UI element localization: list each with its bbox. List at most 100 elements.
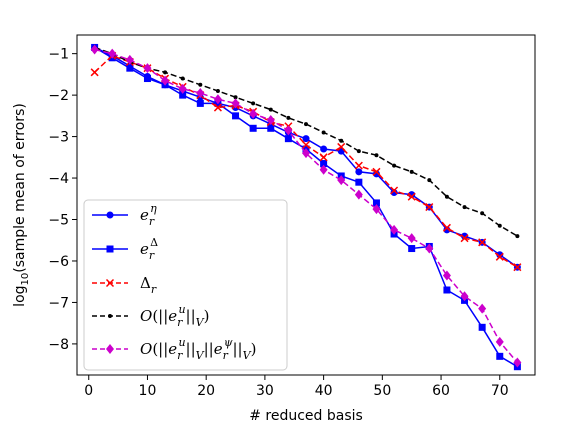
y-tick-label: −8 <box>48 337 69 353</box>
data-point-square <box>372 199 380 207</box>
data-point-x <box>442 223 451 232</box>
data-point-square <box>496 352 504 360</box>
series-3 <box>92 45 520 239</box>
x-tick-label: 50 <box>373 383 391 399</box>
y-tick-label: −1 <box>48 47 69 63</box>
data-point-x <box>478 238 487 247</box>
data-point-dot <box>480 211 485 216</box>
x-axis-label: # reduced basis <box>249 408 363 424</box>
data-point-circle <box>320 145 328 153</box>
data-point-square <box>179 91 187 99</box>
data-point-x <box>425 203 434 212</box>
y-tick-label: −5 <box>48 213 69 229</box>
data-point-dot <box>374 153 379 158</box>
data-point-circle <box>372 170 380 178</box>
x-tick-label: 10 <box>139 383 157 399</box>
data-point-diamond <box>407 233 416 244</box>
data-point-dot <box>268 107 273 112</box>
data-point-x <box>372 167 381 176</box>
data-point-dot <box>286 115 291 120</box>
data-point-x <box>213 103 222 112</box>
data-point-dot <box>409 169 414 174</box>
data-point-diamond <box>108 48 117 59</box>
data-point-dot <box>462 205 467 210</box>
data-point-dot <box>356 149 361 154</box>
data-point-diamond <box>284 125 293 136</box>
data-point-diamond <box>302 148 310 159</box>
data-point-dot <box>392 163 397 168</box>
data-point-diamond <box>372 204 381 215</box>
legend-marker-x <box>105 278 115 288</box>
data-point-diamond <box>249 108 258 119</box>
x-tick-label: 60 <box>432 383 450 399</box>
series-layer <box>90 43 522 371</box>
y-tick-label: −2 <box>48 88 69 104</box>
data-point-circle <box>496 251 504 259</box>
data-point-dot <box>180 76 185 81</box>
data-point-x <box>390 186 399 195</box>
data-point-diamond <box>213 94 222 105</box>
data-point-x <box>407 192 416 201</box>
data-point-dot <box>427 178 432 183</box>
data-point-dot <box>163 70 168 75</box>
series-4 <box>90 44 522 368</box>
legend-entry-e-delta: erΔ <box>92 236 158 262</box>
data-point-square <box>143 75 151 83</box>
data-point-diamond <box>495 336 504 347</box>
x-tick-label: 20 <box>197 383 215 399</box>
data-point-dot <box>233 95 238 100</box>
data-point-square <box>320 160 328 168</box>
y-tick-label: −4 <box>48 171 69 187</box>
data-point-diamond <box>125 54 134 65</box>
data-point-diamond <box>161 75 170 86</box>
data-point-square <box>284 135 292 143</box>
data-point-diamond <box>337 175 346 186</box>
data-point-square <box>232 112 240 120</box>
data-point-diamond <box>390 224 399 235</box>
legend: erη erΔ Δr O(||eru||V) O(||eru||V||erψ||… <box>83 199 288 371</box>
data-point-diamond <box>196 88 205 99</box>
x-tick-label: 30 <box>256 383 274 399</box>
data-point-diamond <box>442 270 451 281</box>
data-point-square <box>196 99 204 107</box>
data-point-dot <box>304 122 308 127</box>
data-point-circle <box>355 168 363 176</box>
data-point-square <box>126 64 134 72</box>
data-point-diamond <box>231 98 240 109</box>
data-point-dot <box>339 138 344 143</box>
legend-entry-o-eu-epsi: O(||eru||V||erψ||V) <box>92 336 256 362</box>
x-tick-label: 0 <box>84 383 93 399</box>
x-tick-label: 40 <box>315 383 333 399</box>
data-point-diamond <box>143 63 152 74</box>
data-point-dot <box>321 130 326 135</box>
data-point-diamond <box>354 189 363 200</box>
data-point-x <box>460 234 469 243</box>
x-tick-label: 70 <box>491 383 509 399</box>
data-point-diamond <box>266 115 275 125</box>
data-point-circle <box>302 135 310 143</box>
data-point-x <box>337 142 346 151</box>
svg-text:Δr: Δr <box>140 274 157 296</box>
data-point-dot <box>515 234 520 239</box>
data-point-square <box>443 286 451 294</box>
data-point-square <box>249 124 257 132</box>
legend-marker-square <box>106 245 114 253</box>
data-point-square <box>355 178 363 186</box>
data-point-diamond <box>90 44 99 55</box>
data-point-x <box>513 263 522 272</box>
data-point-dot <box>251 101 256 106</box>
data-point-x <box>495 252 504 261</box>
data-point-square <box>408 245 416 253</box>
y-tick-label: −6 <box>48 254 69 270</box>
data-point-x <box>319 153 328 162</box>
legend-frame <box>83 199 288 371</box>
data-point-diamond <box>178 83 187 94</box>
svg-text:erη: erη <box>140 202 157 228</box>
plot-frame <box>76 34 536 376</box>
data-point-diamond <box>513 357 522 368</box>
data-point-square <box>267 124 275 132</box>
data-point-square <box>478 323 486 331</box>
legend-entry-delta-r: Δr <box>92 274 157 296</box>
legend-entry-e-eta: erη <box>92 202 157 228</box>
